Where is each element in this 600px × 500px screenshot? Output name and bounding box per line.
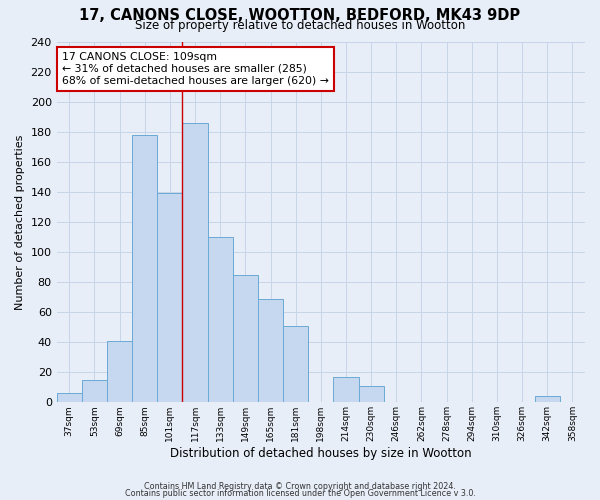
Bar xyxy=(208,237,233,402)
Bar xyxy=(283,326,308,402)
Text: Contains public sector information licensed under the Open Government Licence v : Contains public sector information licen… xyxy=(125,489,475,498)
Bar xyxy=(334,376,359,402)
Text: Contains HM Land Registry data © Crown copyright and database right 2024.: Contains HM Land Registry data © Crown c… xyxy=(144,482,456,491)
Bar xyxy=(107,340,132,402)
Bar xyxy=(535,396,560,402)
Y-axis label: Number of detached properties: Number of detached properties xyxy=(15,134,25,310)
Bar xyxy=(359,386,384,402)
Bar xyxy=(132,134,157,402)
Bar xyxy=(233,274,258,402)
Bar xyxy=(82,380,107,402)
Bar xyxy=(182,122,208,402)
Bar xyxy=(56,394,82,402)
Bar xyxy=(157,194,182,402)
X-axis label: Distribution of detached houses by size in Wootton: Distribution of detached houses by size … xyxy=(170,447,472,460)
Text: Size of property relative to detached houses in Wootton: Size of property relative to detached ho… xyxy=(135,18,465,32)
Text: 17, CANONS CLOSE, WOOTTON, BEDFORD, MK43 9DP: 17, CANONS CLOSE, WOOTTON, BEDFORD, MK43… xyxy=(79,8,521,22)
Text: 17 CANONS CLOSE: 109sqm
← 31% of detached houses are smaller (285)
68% of semi-d: 17 CANONS CLOSE: 109sqm ← 31% of detache… xyxy=(62,52,329,86)
Bar xyxy=(258,298,283,403)
